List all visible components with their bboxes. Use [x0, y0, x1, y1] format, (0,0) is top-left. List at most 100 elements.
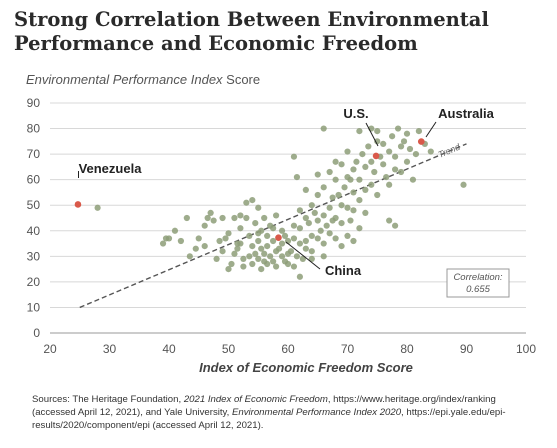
- callout-line: [285, 241, 321, 270]
- data-point: [386, 181, 393, 188]
- callout-label: U.S.: [343, 106, 368, 121]
- data-point: [403, 158, 411, 165]
- data-point: [270, 225, 277, 232]
- data-point: [392, 153, 399, 160]
- data-point: [350, 237, 357, 245]
- data-point: [308, 202, 315, 209]
- data-point: [302, 186, 309, 193]
- data-point: [314, 191, 321, 199]
- y-tick-label: 40: [27, 224, 41, 238]
- x-tick-label: 40: [162, 342, 176, 356]
- y-tick-label: 80: [27, 122, 41, 136]
- data-point: [350, 166, 357, 173]
- data-point: [213, 255, 220, 262]
- data-point: [326, 168, 333, 176]
- data-point: [329, 194, 336, 201]
- data-point: [255, 255, 262, 262]
- data-point: [293, 253, 301, 260]
- data-point: [368, 158, 375, 165]
- y-tick-label: 60: [27, 173, 41, 187]
- data-point: [290, 235, 298, 242]
- data-point: [186, 253, 193, 260]
- data-point: [356, 225, 363, 232]
- data-point: [246, 253, 253, 260]
- data-point: [278, 227, 286, 234]
- data-point: [427, 148, 434, 155]
- data-point: [320, 253, 327, 260]
- data-point: [252, 250, 259, 257]
- x-axis-label: Index of Economic Freedom Score: [199, 360, 413, 375]
- data-point: [290, 153, 298, 160]
- data-point: [397, 168, 405, 176]
- correlation-box: [446, 268, 510, 298]
- data-point: [177, 237, 184, 245]
- data-point: [403, 130, 411, 137]
- data-point: [222, 235, 229, 242]
- data-point: [278, 253, 286, 260]
- data-point: [344, 232, 351, 239]
- data-point: [362, 163, 369, 170]
- data-point: [237, 212, 244, 219]
- data-point: [335, 191, 342, 199]
- data-point: [249, 243, 256, 250]
- x-tick-label: 20: [43, 342, 57, 356]
- data-point: [249, 197, 256, 204]
- data-point: [314, 171, 321, 178]
- correlation-value: 0.655: [466, 284, 490, 295]
- highlight-point: [372, 152, 380, 160]
- data-point: [284, 260, 292, 268]
- data-point: [392, 222, 399, 229]
- data-point: [389, 133, 396, 140]
- data-point: [207, 209, 214, 216]
- data-point: [302, 237, 309, 245]
- data-point: [216, 237, 223, 245]
- data-point: [323, 222, 330, 229]
- x-tick-label: 80: [400, 342, 414, 356]
- correlation-label: Correlation:: [453, 272, 502, 283]
- data-point: [183, 214, 190, 222]
- data-point: [317, 227, 324, 234]
- highlight-point: [417, 138, 425, 145]
- data-point: [234, 245, 241, 252]
- data-point: [231, 214, 238, 222]
- data-point: [400, 138, 408, 145]
- data-point: [195, 235, 202, 242]
- data-point: [338, 220, 345, 227]
- trend-label: Trend: [437, 141, 463, 159]
- data-point: [290, 222, 298, 229]
- data-point: [374, 138, 381, 145]
- data-point: [374, 128, 381, 135]
- data-point: [374, 191, 381, 199]
- data-point: [264, 232, 271, 239]
- callout-line: [425, 121, 437, 138]
- data-point: [299, 255, 306, 262]
- data-point: [273, 212, 280, 219]
- data-point: [353, 158, 360, 165]
- data-point: [365, 143, 372, 150]
- data-point: [264, 243, 271, 250]
- data-point: [261, 214, 268, 222]
- data-point: [237, 240, 244, 247]
- y-tick-label: 30: [27, 249, 41, 263]
- data-point: [320, 240, 327, 247]
- data-point: [264, 260, 271, 268]
- y-axis-label: Environmental Performance Index Score: [26, 72, 260, 87]
- highlight-point: [74, 201, 82, 208]
- data-point: [409, 176, 417, 183]
- data-point: [293, 174, 301, 181]
- data-point: [314, 235, 321, 242]
- data-point: [296, 273, 303, 280]
- data-point: [406, 145, 414, 153]
- data-point: [344, 204, 351, 211]
- data-point: [94, 204, 101, 211]
- chart-title: Strong Correlation Between Environmental…: [14, 8, 489, 55]
- data-point: [252, 220, 259, 227]
- data-point: [326, 230, 333, 237]
- data-point: [380, 161, 387, 168]
- data-point: [344, 174, 351, 181]
- data-point: [344, 148, 351, 155]
- data-point: [314, 217, 321, 224]
- data-point: [204, 214, 211, 222]
- y-tick-label: 20: [27, 275, 41, 289]
- data-point: [308, 255, 315, 262]
